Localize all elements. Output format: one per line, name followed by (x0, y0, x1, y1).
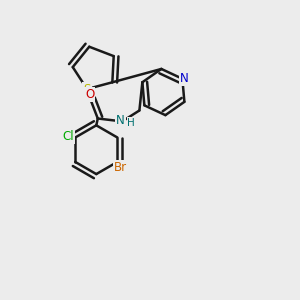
Text: S: S (83, 82, 91, 96)
Text: N: N (179, 72, 188, 85)
Text: N: N (116, 114, 125, 128)
Text: O: O (85, 88, 94, 101)
Text: Br: Br (114, 161, 127, 174)
Text: Cl: Cl (62, 130, 74, 143)
Text: H: H (128, 118, 135, 128)
